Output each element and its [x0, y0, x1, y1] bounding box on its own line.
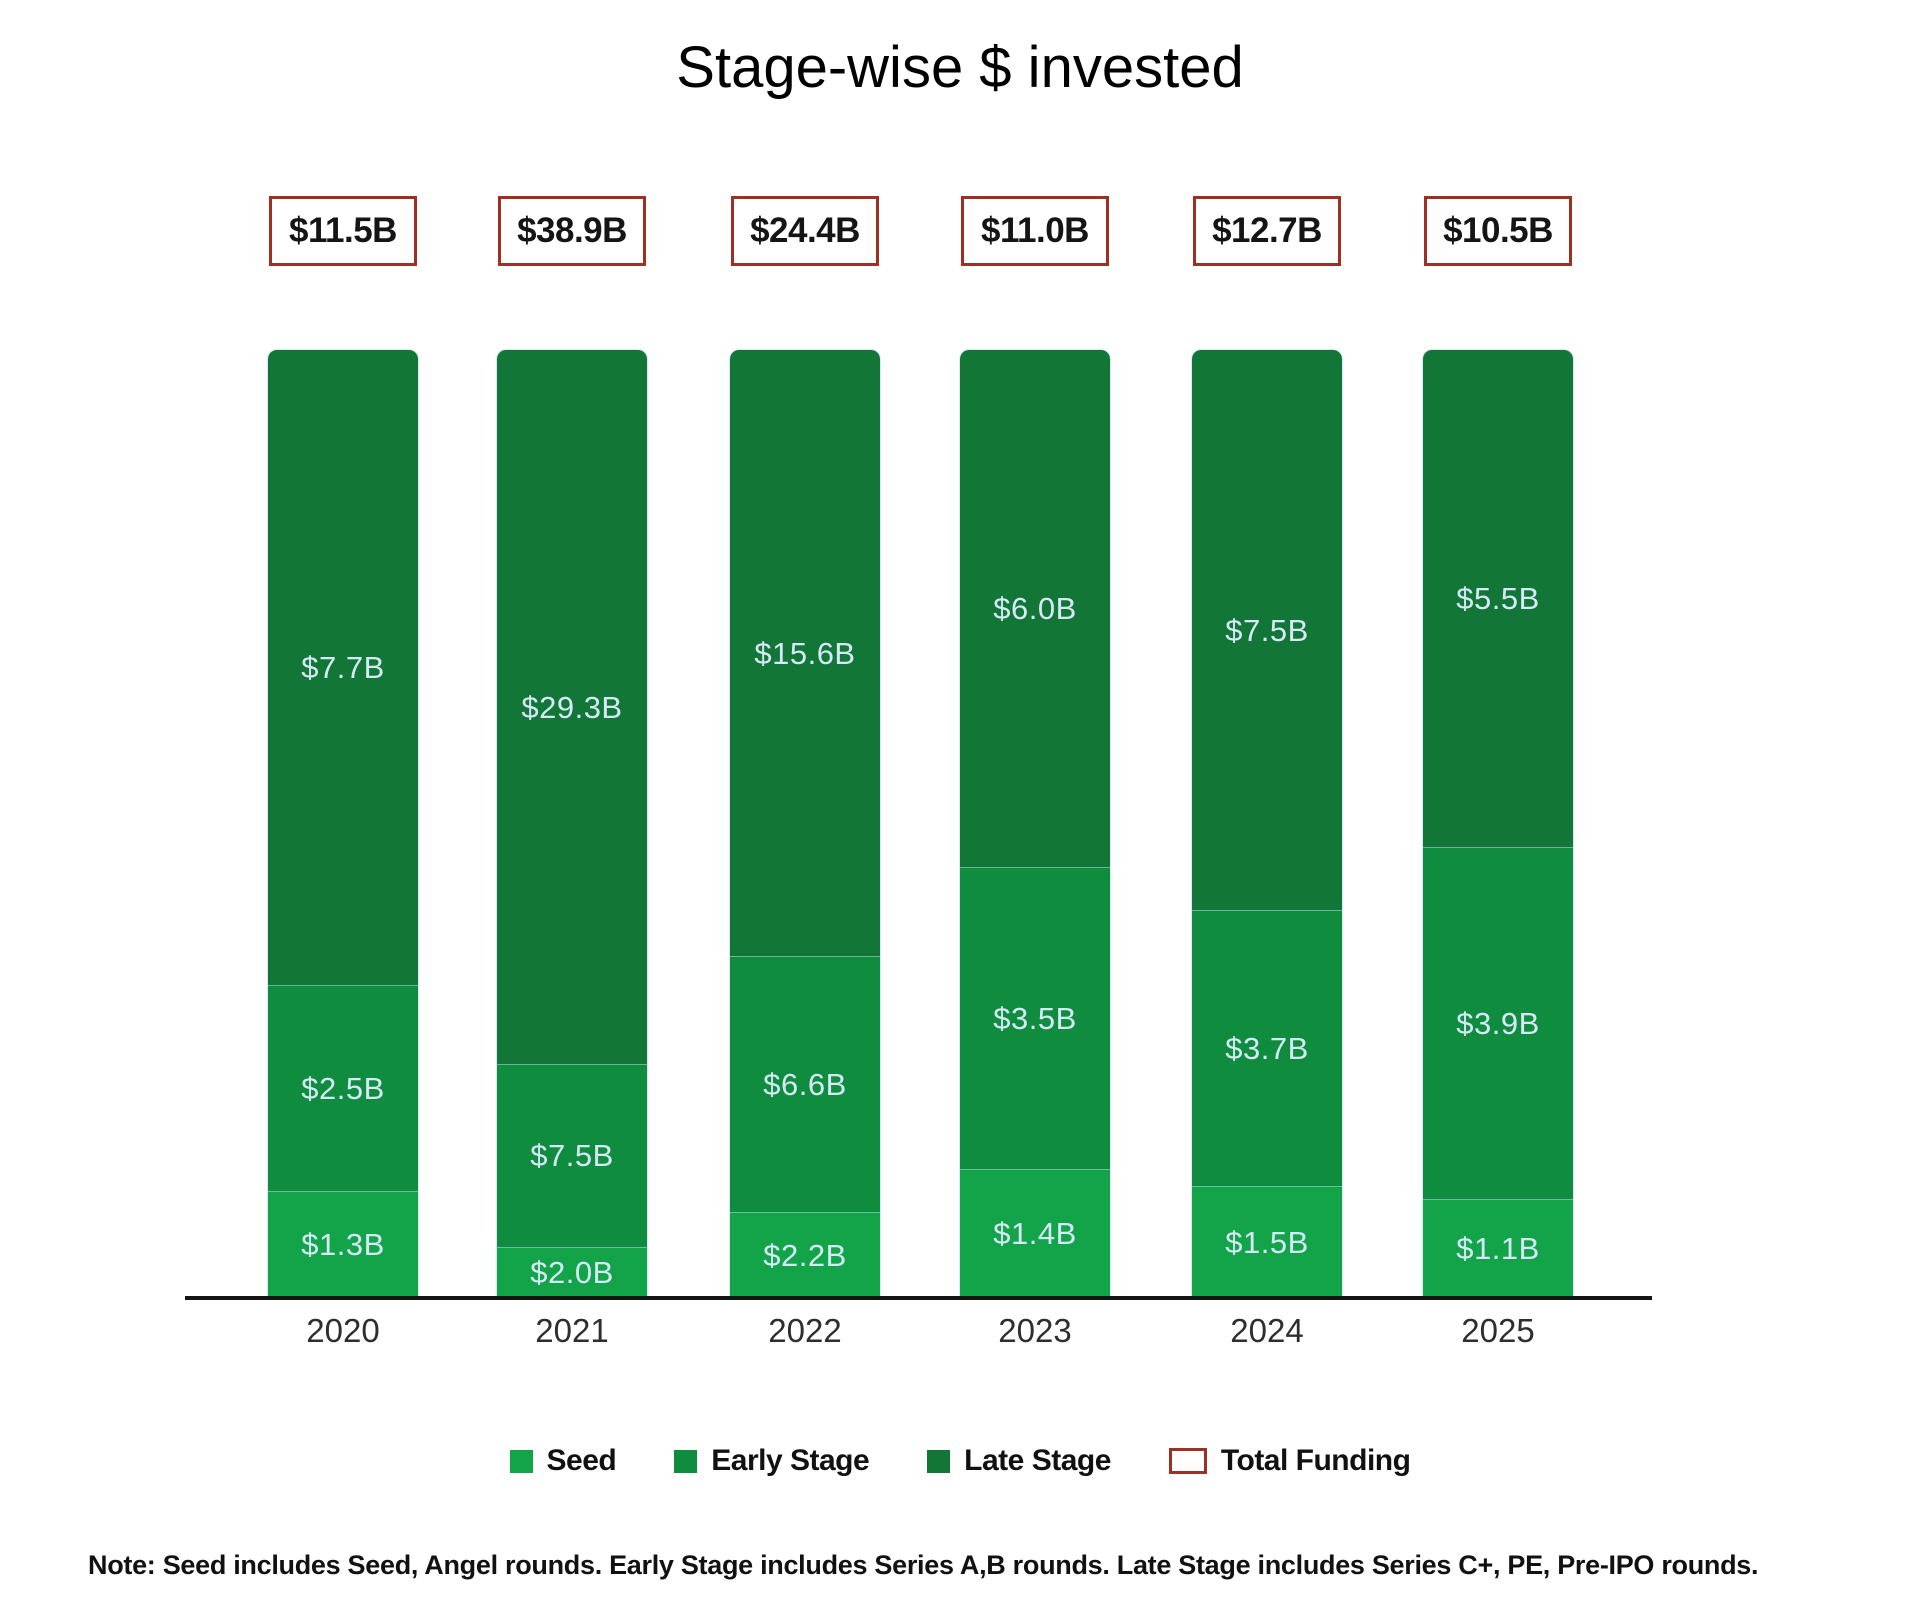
- x-axis-tick-label: 2022: [768, 1312, 842, 1349]
- bar-segment-late-stage: $5.5B: [1423, 350, 1573, 847]
- total-funding-box: $38.9B: [498, 196, 646, 266]
- total-funding-box: $10.5B: [1424, 196, 1572, 266]
- bar-column-2025: $5.5B $3.9B $1.1B: [1423, 350, 1573, 1298]
- segment-value-label: $6.6B: [763, 1066, 847, 1102]
- segment-value-label: $2.0B: [530, 1255, 614, 1290]
- chart-title: Stage-wise $ invested: [676, 35, 1244, 100]
- legend-label: Late Stage: [964, 1444, 1111, 1477]
- segment-value-label: $7.7B: [301, 650, 385, 685]
- footnote: Note: Seed includes Seed, Angel rounds. …: [88, 1550, 1759, 1580]
- legend-item-early-stage: Early Stage: [674, 1444, 870, 1478]
- total-funding-box: $24.4B: [731, 196, 879, 266]
- segment-value-label: $3.7B: [1225, 1030, 1309, 1066]
- legend-swatch-seed: [509, 1449, 533, 1473]
- segment-value-label: $29.3B: [521, 689, 623, 725]
- segment-value-label: $1.1B: [1456, 1231, 1540, 1266]
- segment-value-label: $7.5B: [530, 1138, 614, 1173]
- bar-segment-early-stage: $3.5B: [960, 867, 1110, 1169]
- segment-value-label: $1.5B: [1225, 1224, 1309, 1260]
- x-axis-tick-label: 2023: [998, 1312, 1072, 1349]
- segment-value-label: $1.3B: [301, 1227, 385, 1262]
- bar-column-2022: $15.6B $6.6B $2.2B: [730, 350, 880, 1298]
- segment-value-label: $15.6B: [754, 635, 856, 671]
- segment-value-label: $2.5B: [301, 1070, 385, 1106]
- bar-segment-seed: $1.1B: [1423, 1199, 1573, 1298]
- bar-segment-late-stage: $7.5B: [1192, 350, 1342, 910]
- bar-column-2024: $7.5B $3.7B $1.5B: [1192, 350, 1342, 1298]
- x-axis-tick-label: 2020: [306, 1312, 380, 1349]
- total-funding-box: $12.7B: [1193, 196, 1341, 266]
- bar-segment-seed: $1.5B: [1192, 1186, 1342, 1298]
- legend-item-total-funding: Total Funding: [1168, 1444, 1411, 1478]
- bar-segment-seed: $2.0B: [497, 1247, 647, 1298]
- legend-label: Early Stage: [711, 1444, 870, 1477]
- segment-value-label: $3.9B: [1456, 1005, 1540, 1041]
- bar-segment-late-stage: $29.3B: [497, 350, 647, 1064]
- x-axis-line: [185, 1296, 1652, 1300]
- legend-label: Total Funding: [1220, 1444, 1411, 1477]
- segment-value-label: $2.2B: [763, 1237, 847, 1273]
- bar-segment-early-stage: $2.5B: [268, 985, 418, 1191]
- legend-label: Seed: [546, 1444, 617, 1477]
- legend-swatch-late-stage: [927, 1449, 951, 1473]
- bar-column-2023: $6.0B $3.5B $1.4B: [960, 350, 1110, 1298]
- bar-segment-seed: $1.3B: [268, 1191, 418, 1298]
- bar-segment-early-stage: $7.5B: [497, 1064, 647, 1247]
- x-axis-tick-label: 2021: [535, 1312, 609, 1349]
- legend-swatch-early-stage: [674, 1449, 698, 1473]
- x-axis-tick-label: 2024: [1230, 1312, 1304, 1349]
- bar-segment-late-stage: $7.7B: [268, 350, 418, 985]
- x-axis-tick-label: 2025: [1461, 1312, 1535, 1349]
- bar-segment-seed: $1.4B: [960, 1169, 1110, 1298]
- bar-column-2020: $7.7B $2.5B $1.3B: [268, 350, 418, 1298]
- bar-column-2021: $29.3B $7.5B $2.0B: [497, 350, 647, 1298]
- bar-segment-late-stage: $6.0B: [960, 350, 1110, 867]
- segment-value-label: $3.5B: [993, 1000, 1077, 1036]
- segment-value-label: $1.4B: [993, 1216, 1077, 1251]
- bar-segment-early-stage: $3.9B: [1423, 847, 1573, 1199]
- bar-segment-seed: $2.2B: [730, 1212, 880, 1298]
- total-funding-box: $11.0B: [961, 196, 1109, 266]
- total-funding-box: $11.5B: [269, 196, 417, 266]
- bar-segment-early-stage: $3.7B: [1192, 910, 1342, 1186]
- legend-item-late-stage: Late Stage: [927, 1444, 1111, 1478]
- legend-item-seed: Seed: [509, 1444, 617, 1478]
- bar-segment-early-stage: $6.6B: [730, 956, 880, 1212]
- segment-value-label: $5.5B: [1456, 581, 1540, 616]
- legend-swatch-total-funding: [1168, 1448, 1207, 1474]
- segment-value-label: $7.5B: [1225, 612, 1309, 648]
- legend: Seed Early Stage Late Stage Total Funding: [0, 1444, 1920, 1478]
- bar-segment-late-stage: $15.6B: [730, 350, 880, 956]
- segment-value-label: $6.0B: [993, 591, 1077, 626]
